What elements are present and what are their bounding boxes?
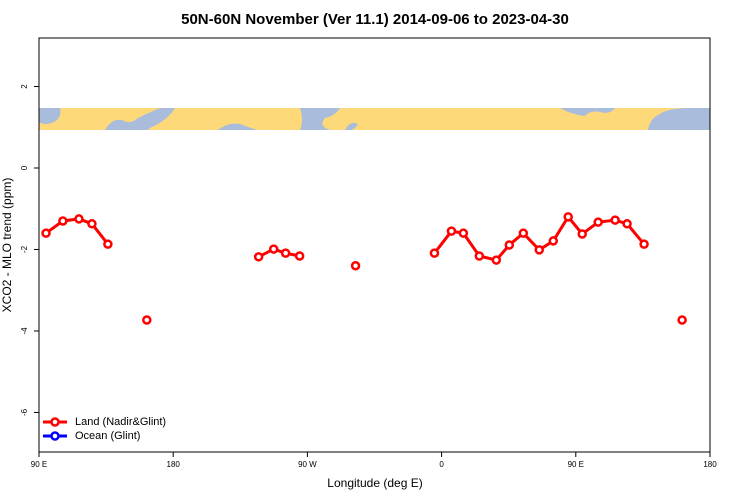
legend-label: Ocean (Glint): [75, 430, 140, 442]
map-band: [39, 108, 710, 130]
data-point: [103, 239, 113, 249]
data-point: [429, 248, 440, 258]
data-point: [504, 240, 515, 250]
data-point: [548, 236, 559, 246]
y-axis-label: XCO2 - MLO trend (ppm): [0, 178, 14, 313]
data-point: [268, 244, 279, 254]
plot-frame: [38, 37, 711, 453]
data-point: [142, 315, 152, 325]
data-point: [639, 239, 649, 249]
data-point: [41, 228, 51, 238]
y-tick-label: -4: [20, 327, 29, 335]
data-point: [577, 229, 587, 239]
data-point: [491, 255, 502, 265]
data-point: [474, 251, 485, 261]
ocean-patch: [345, 122, 358, 130]
data-point: [350, 261, 361, 271]
data-point: [87, 219, 97, 229]
land-band: [39, 108, 710, 130]
x-tick-label: 180: [167, 460, 181, 469]
data-point: [677, 315, 687, 325]
legend-label: Land (Nadir&Glint): [75, 416, 166, 428]
data-point: [518, 228, 529, 238]
x-tick-label: 90 E: [31, 460, 47, 469]
data-point: [622, 219, 632, 229]
ocean-patch: [105, 108, 175, 130]
ocean-patch: [380, 108, 615, 116]
series-line: [257, 247, 300, 259]
chart-title: 50N-60N November (Ver 11.1) 2014-09-06 t…: [181, 11, 569, 28]
data-point: [280, 248, 291, 258]
data-point: [294, 251, 305, 261]
y-tick-label: 0: [20, 165, 29, 170]
ocean-patch: [218, 123, 258, 130]
ocean-patch: [39, 108, 61, 124]
data-point: [74, 214, 84, 224]
x-tick-label: 0: [439, 460, 444, 469]
y-tick-label: -6: [20, 408, 29, 416]
x-tick-label: 90 E: [568, 460, 584, 469]
legend-marker: [50, 417, 60, 427]
x-tick-label: 180: [703, 460, 717, 469]
data-point: [593, 217, 603, 227]
x-tick-label: 90 W: [298, 460, 317, 469]
data-point: [446, 226, 457, 236]
data-point: [253, 252, 264, 262]
legend-marker: [50, 431, 60, 441]
x-axis-label: Longitude (deg E): [327, 476, 422, 490]
y-tick-label: -2: [20, 245, 29, 253]
ocean-patch: [300, 108, 340, 130]
data-point: [458, 228, 469, 238]
y-tick-label: 2: [20, 84, 29, 89]
data-point: [58, 216, 68, 226]
data-point: [534, 245, 545, 255]
ocean-patch: [648, 108, 710, 130]
legend: Land (Nadir&Glint) Ocean (Glint): [43, 416, 166, 442]
data-point: [610, 215, 620, 225]
data-point: [563, 212, 573, 222]
